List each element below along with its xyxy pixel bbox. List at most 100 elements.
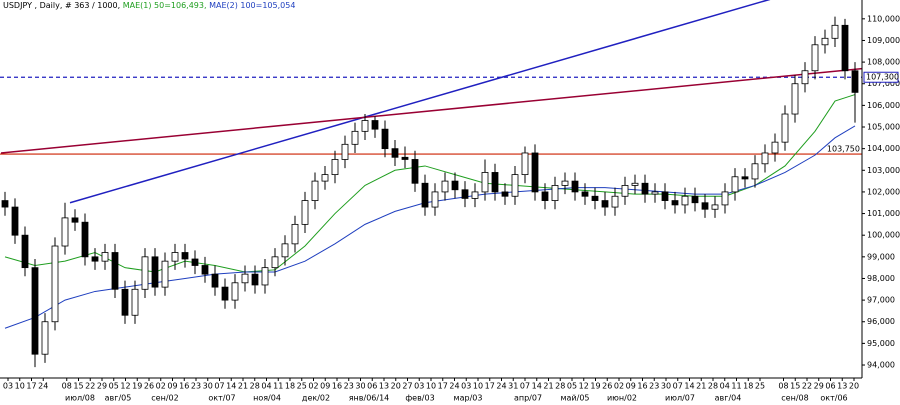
y-tick-label: 95,000 [867, 339, 895, 348]
candle-body [61, 217, 69, 247]
x-tick-label: 09 [626, 382, 636, 391]
candle-body [101, 252, 109, 262]
candle-body [481, 172, 489, 193]
x-tick-label: 31 [508, 382, 518, 391]
candle-body [511, 174, 519, 197]
x-tick-label: 26 [602, 382, 612, 391]
x-tick-label: 30 [355, 382, 365, 391]
candle-body [751, 163, 759, 180]
x-tick-label: 23 [649, 382, 659, 391]
candle-body [631, 182, 639, 186]
candle-body [701, 202, 709, 210]
month-label: окт/06 [820, 394, 847, 403]
candle-body [621, 185, 629, 197]
candle-body [41, 321, 49, 355]
y-tick-label: 109,000 [867, 36, 900, 45]
candle-body [131, 288, 139, 316]
candle-body [161, 260, 169, 288]
ma2-label: MAE(2) 100=105,054 [209, 1, 295, 10]
candle-body [261, 267, 269, 286]
candle-body [21, 234, 29, 269]
x-tick-label: 20 [849, 382, 859, 391]
x-tick-label: 07 [214, 382, 224, 391]
x-tick-label: 11 [731, 382, 741, 391]
x-tick-label: 08 [778, 382, 788, 391]
candle-body [671, 200, 679, 206]
x-tick-label: 23 [191, 382, 201, 391]
x-tick-label: 28 [555, 382, 565, 391]
x-tick-label: 22 [802, 382, 812, 391]
y-tick-label: 105,000 [867, 123, 900, 132]
x-tick-label: 13 [837, 382, 847, 391]
x-tick-label: 26 [144, 382, 154, 391]
price-label-box [863, 71, 899, 83]
candle-body [391, 148, 399, 158]
x-tick-label: 06 [367, 382, 377, 391]
y-tick-label: 94,000 [867, 361, 895, 370]
candle-body [821, 37, 829, 46]
candle-body [611, 195, 619, 208]
x-tick-label: 24 [496, 382, 506, 391]
x-tick-label: 24 [449, 382, 459, 391]
x-tick-label: 25 [755, 382, 765, 391]
candle-body [341, 143, 349, 160]
candle-body [691, 195, 699, 204]
candle-body [831, 24, 839, 39]
candle-body [571, 180, 579, 193]
candle-body [31, 267, 39, 355]
candle-body [801, 70, 809, 85]
candle-body [601, 200, 609, 208]
candle-body [551, 185, 559, 201]
month-label: май/05 [560, 394, 589, 403]
candle-body [501, 191, 509, 197]
x-tick-label: 05 [109, 382, 119, 391]
trendline [69, 0, 771, 204]
y-tick-label: 96,000 [867, 317, 895, 326]
candle-body [111, 252, 119, 290]
x-tick-label: 13 [379, 382, 389, 391]
month-label: окт/07 [208, 394, 235, 403]
x-tick-label: 29 [97, 382, 107, 391]
candle-body [781, 113, 789, 143]
x-tick-label: 02 [156, 382, 166, 391]
x-tick-label: 03 [461, 382, 471, 391]
month-label: сен/08 [781, 394, 808, 403]
x-tick-label: 20 [391, 382, 401, 391]
month-label: авг/05 [105, 394, 132, 403]
x-tick-label: 21 [543, 382, 553, 391]
candle-body [421, 182, 429, 208]
month-label: ноя/04 [253, 394, 281, 403]
candle-body [851, 70, 859, 93]
candle-body [171, 252, 179, 262]
candle-body [151, 256, 159, 288]
candle-body [521, 152, 529, 176]
month-label: дек/02 [302, 394, 330, 403]
candle-body [11, 206, 19, 236]
candle-body [191, 258, 199, 266]
candle-body [431, 191, 439, 208]
x-tick-label: 28 [708, 382, 718, 391]
candle-body [71, 217, 79, 223]
candle-body [651, 191, 659, 195]
candle-body [381, 128, 389, 150]
candle-body [841, 24, 849, 72]
candle-body [181, 252, 189, 260]
candle-body [91, 256, 99, 262]
x-tick-label: 15 [790, 382, 800, 391]
candle-body [811, 44, 819, 72]
candle-body [331, 159, 339, 176]
y-tick-label: 104,000 [867, 144, 900, 153]
x-tick-label: 08 [62, 382, 72, 391]
month-label: июл/08 [65, 394, 95, 403]
x-tick-label: 28 [250, 382, 260, 391]
x-tick-label: 04 [720, 382, 730, 391]
y-tick-label: 103,000 [867, 166, 900, 175]
x-tick-label: 07 [520, 382, 530, 391]
x-tick-label: 16 [637, 382, 647, 391]
x-tick-label: 17 [438, 382, 448, 391]
x-tick-label: 03 [414, 382, 424, 391]
candle-body [221, 286, 229, 301]
candle-body [561, 180, 569, 186]
candle-body [1, 200, 9, 208]
candle-body [721, 191, 729, 206]
